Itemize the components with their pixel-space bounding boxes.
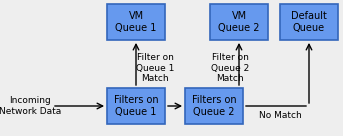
Text: Filters on
Queue 2: Filters on Queue 2	[192, 95, 236, 117]
Text: Default
Queue: Default Queue	[291, 11, 327, 33]
Bar	[185, 88, 243, 124]
Bar	[210, 4, 268, 40]
Bar	[107, 88, 165, 124]
Text: Filter on
Queue 2
Match: Filter on Queue 2 Match	[211, 53, 249, 83]
Text: Incoming
Network Data: Incoming Network Data	[0, 96, 61, 116]
Text: Filters on
Queue 1: Filters on Queue 1	[114, 95, 158, 117]
Text: VM
Queue 1: VM Queue 1	[115, 11, 157, 33]
Text: VM
Queue 2: VM Queue 2	[218, 11, 260, 33]
Text: No Match: No Match	[259, 110, 301, 120]
Text: Filter on
Queue 1
Match: Filter on Queue 1 Match	[136, 53, 174, 83]
Bar	[107, 4, 165, 40]
Bar	[280, 4, 338, 40]
